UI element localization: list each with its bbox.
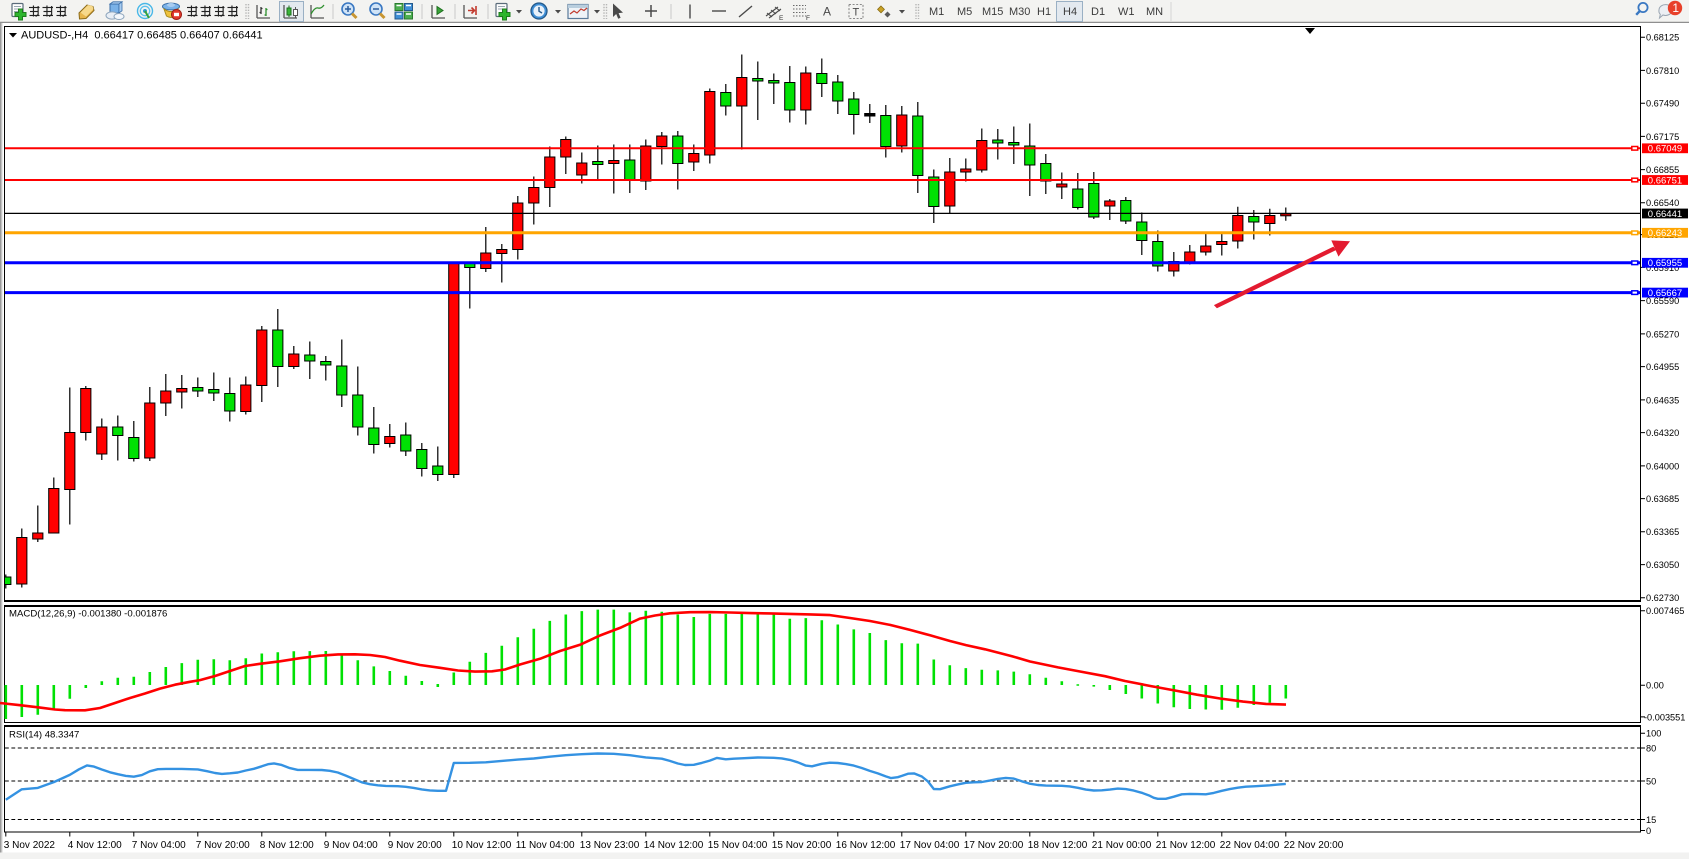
svg-text:0.67175: 0.67175 — [1646, 132, 1679, 142]
svg-text:0.007465: 0.007465 — [1646, 606, 1684, 616]
svg-text:22 Nov 04:00: 22 Nov 04:00 — [1220, 840, 1280, 851]
svg-text:18 Nov 12:00: 18 Nov 12:00 — [1028, 840, 1088, 851]
svg-text:D1: D1 — [1091, 6, 1105, 18]
svg-text:0.67810: 0.67810 — [1646, 66, 1679, 76]
svg-text:MN: MN — [1146, 6, 1163, 18]
svg-text:100: 100 — [1646, 729, 1661, 739]
svg-text:9 Nov 20:00: 9 Nov 20:00 — [388, 840, 442, 851]
svg-text:0.65955: 0.65955 — [1648, 258, 1682, 269]
svg-text:50: 50 — [1646, 776, 1656, 786]
svg-text:80: 80 — [1646, 743, 1656, 753]
svg-text:0.66441: 0.66441 — [1648, 209, 1682, 220]
svg-text:15 Nov 04:00: 15 Nov 04:00 — [708, 840, 768, 851]
svg-text:22 Nov 20:00: 22 Nov 20:00 — [1284, 840, 1344, 851]
svg-text:17 Nov 20:00: 17 Nov 20:00 — [964, 840, 1024, 851]
svg-text:0.63365: 0.63365 — [1646, 527, 1679, 537]
svg-text:21 Nov 00:00: 21 Nov 00:00 — [1092, 840, 1152, 851]
svg-text:9 Nov 04:00: 9 Nov 04:00 — [324, 840, 378, 851]
svg-text:10 Nov 12:00: 10 Nov 12:00 — [452, 840, 512, 851]
svg-text:0.65910: 0.65910 — [1646, 263, 1679, 273]
svg-text:0.65590: 0.65590 — [1646, 296, 1679, 306]
svg-text:16 Nov 12:00: 16 Nov 12:00 — [836, 840, 896, 851]
svg-text:M15: M15 — [982, 6, 1003, 18]
svg-text:0.64955: 0.64955 — [1646, 362, 1679, 372]
svg-text:1: 1 — [1672, 1, 1679, 15]
svg-text:0.63685: 0.63685 — [1646, 494, 1679, 504]
svg-text:15: 15 — [1646, 815, 1656, 825]
svg-text:3 Nov 2022: 3 Nov 2022 — [4, 840, 56, 851]
svg-text:17 Nov 04:00: 17 Nov 04:00 — [900, 840, 960, 851]
svg-text:13 Nov 23:00: 13 Nov 23:00 — [580, 840, 640, 851]
svg-text:E: E — [779, 15, 784, 22]
svg-text:0.64635: 0.64635 — [1646, 395, 1679, 405]
svg-text:H4: H4 — [1063, 6, 1077, 18]
svg-text:0.66751: 0.66751 — [1648, 175, 1682, 186]
svg-text:0.00: 0.00 — [1646, 681, 1664, 691]
svg-text:7 Nov 04:00: 7 Nov 04:00 — [132, 840, 186, 851]
svg-text:F: F — [806, 15, 810, 22]
svg-text:H1: H1 — [1037, 6, 1051, 18]
svg-text:RSI(14) 48.3347: RSI(14) 48.3347 — [9, 730, 79, 741]
svg-text:M5: M5 — [957, 6, 972, 18]
svg-text:0.62730: 0.62730 — [1646, 593, 1679, 603]
svg-text:-0.003551: -0.003551 — [1644, 712, 1685, 722]
svg-text:8 Nov 12:00: 8 Nov 12:00 — [260, 840, 314, 851]
svg-text:0.64000: 0.64000 — [1646, 461, 1679, 471]
svg-text:0.66540: 0.66540 — [1646, 198, 1679, 208]
svg-text:0.64320: 0.64320 — [1646, 428, 1679, 438]
svg-text:14 Nov 12:00: 14 Nov 12:00 — [644, 840, 704, 851]
svg-text:0: 0 — [1646, 826, 1651, 836]
svg-text:0.67049: 0.67049 — [1648, 144, 1682, 155]
svg-text:4 Nov 12:00: 4 Nov 12:00 — [68, 840, 122, 851]
svg-text:15 Nov 20:00: 15 Nov 20:00 — [772, 840, 832, 851]
svg-text:7 Nov 20:00: 7 Nov 20:00 — [196, 840, 250, 851]
svg-text:T: T — [853, 7, 860, 19]
svg-text:MACD(12,26,9) -0.001380 -0.001: MACD(12,26,9) -0.001380 -0.001876 — [9, 609, 167, 620]
svg-text:0.68125: 0.68125 — [1646, 33, 1679, 43]
svg-text:0.66855: 0.66855 — [1646, 165, 1679, 175]
svg-text:21 Nov 12:00: 21 Nov 12:00 — [1156, 840, 1216, 851]
svg-text:M30: M30 — [1009, 6, 1030, 18]
svg-text:AUDUSD-,H4 0.66417 0.66485 0.: AUDUSD-,H4 0.66417 0.66485 0.66407 0.664… — [21, 30, 263, 42]
svg-text:A: A — [823, 5, 831, 19]
svg-text:0.67490: 0.67490 — [1646, 99, 1679, 109]
svg-text:0.63050: 0.63050 — [1646, 560, 1679, 570]
svg-text:W1: W1 — [1118, 6, 1135, 18]
svg-text:11 Nov 04:00: 11 Nov 04:00 — [516, 840, 575, 851]
svg-text:M1: M1 — [929, 6, 944, 18]
svg-text:0.65270: 0.65270 — [1646, 329, 1679, 339]
svg-text:0.65667: 0.65667 — [1648, 288, 1682, 299]
svg-text:0.66243: 0.66243 — [1648, 228, 1682, 239]
